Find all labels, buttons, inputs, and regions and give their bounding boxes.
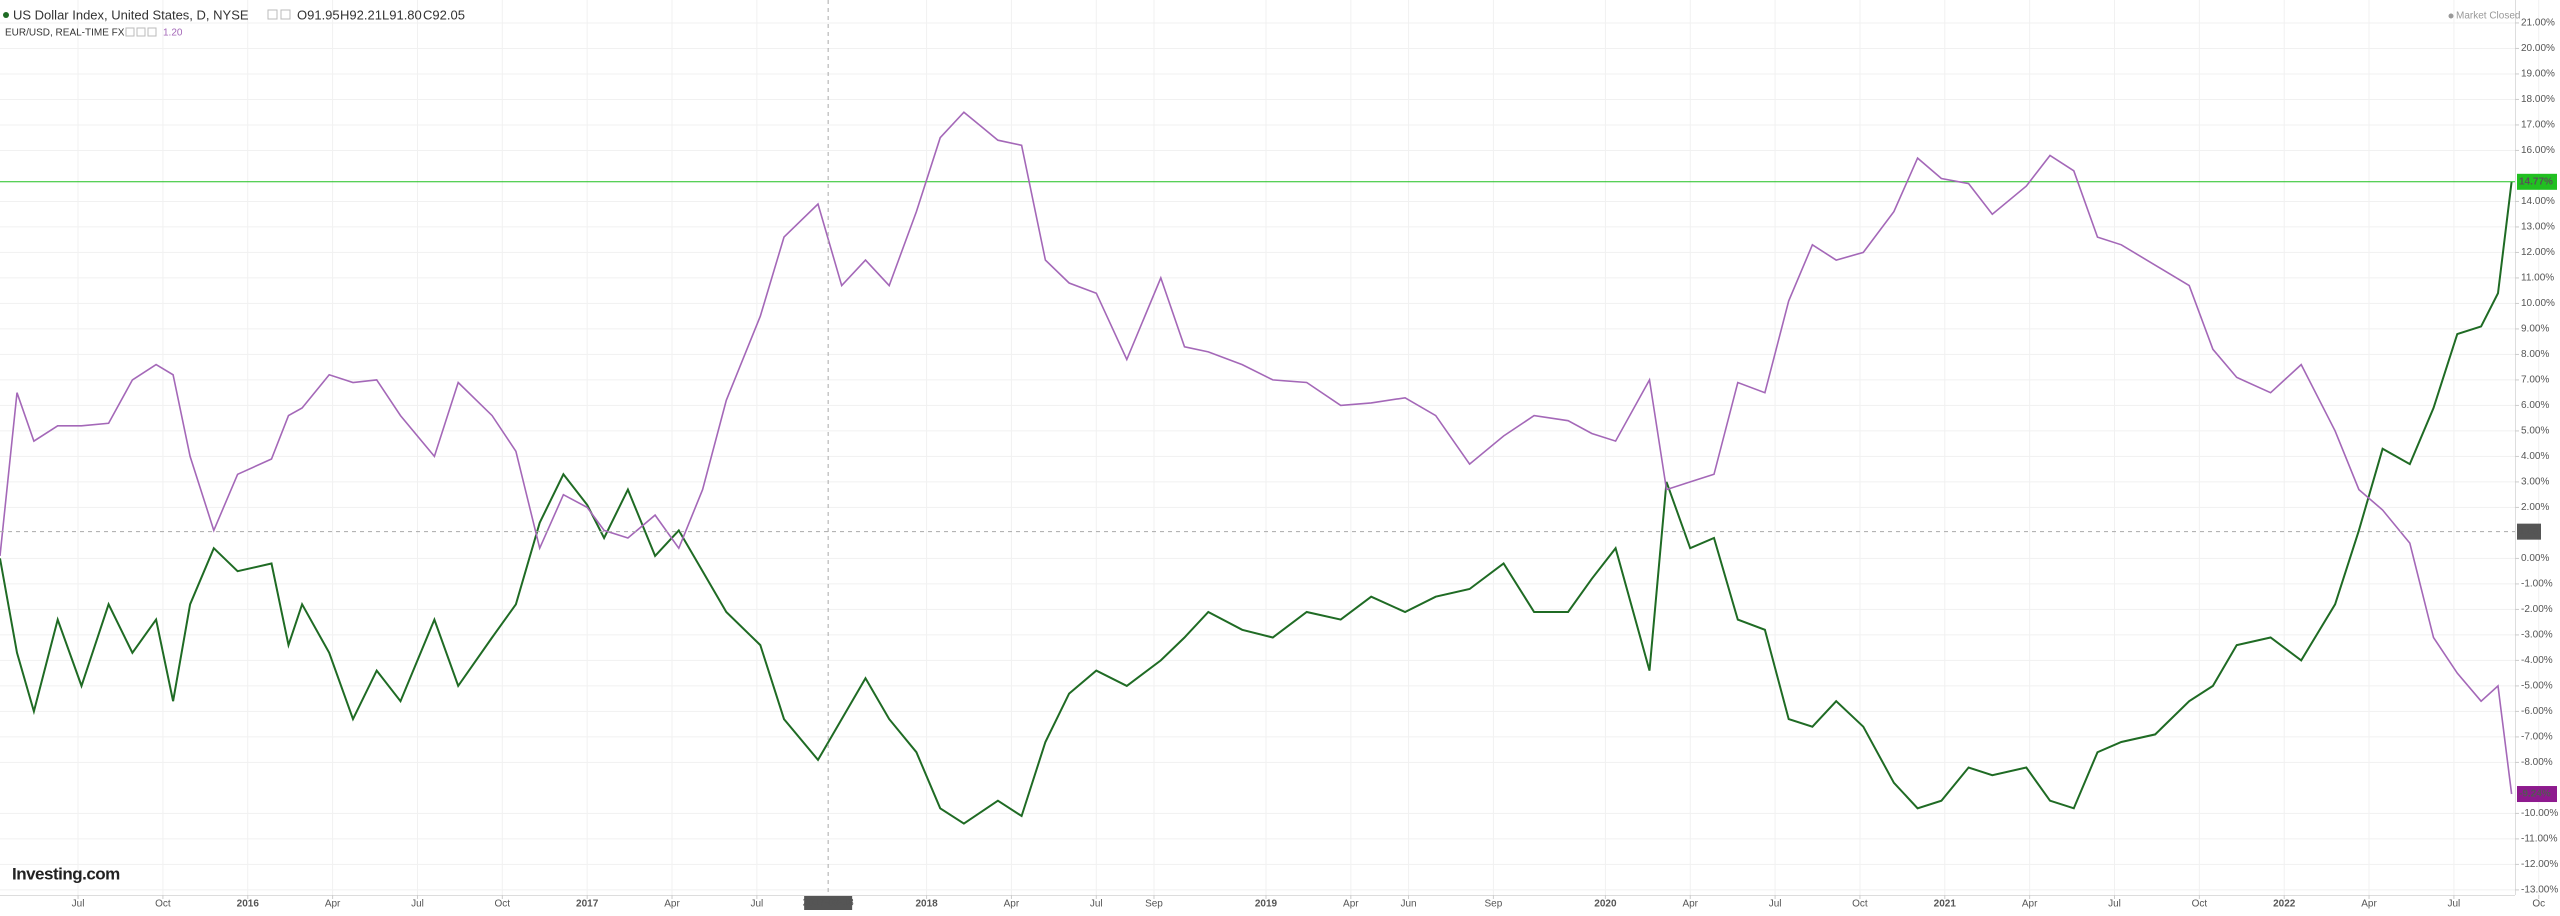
- legend-label: US Dollar Index, United States, D, NYSE: [13, 7, 249, 22]
- ohlc-low: L91.80: [382, 7, 422, 22]
- y-tick-label: -5.00%: [2521, 681, 2553, 692]
- x-tick-label: 2016: [237, 899, 260, 910]
- x-tick-label: 2019: [1255, 899, 1278, 910]
- y-tick-label: 17.00%: [2521, 120, 2555, 131]
- y-tick-label: 16.00%: [2521, 145, 2555, 156]
- y-tick-label: 5.00%: [2521, 426, 2549, 437]
- ohlc-high: H92.21: [340, 7, 382, 22]
- x-tick-label: Jul: [1769, 899, 1782, 910]
- plot: [0, 111, 2515, 825]
- x-tick-label: Jul: [411, 899, 424, 910]
- y-tick-label: 3.00%: [2521, 477, 2549, 488]
- x-tick-label: Apr: [1682, 899, 1698, 910]
- x-tick-label: 2021: [1934, 899, 1957, 910]
- legend-icon[interactable]: [280, 9, 291, 20]
- y-tick-label: 0.00%: [2521, 553, 2549, 564]
- status-dot: [2448, 13, 2454, 19]
- y-axis-line: [2515, 0, 2516, 895]
- x-tick-label: Apr: [2361, 899, 2377, 910]
- legend-icon[interactable]: [125, 27, 135, 37]
- legend-dot: [3, 12, 9, 18]
- legend-icon[interactable]: [136, 27, 146, 37]
- y-tick-label: -4.00%: [2521, 655, 2553, 666]
- x-tick-label: Oct: [155, 899, 171, 910]
- y-tick-label: 14.00%: [2521, 196, 2555, 207]
- crosshair-x-label: 2017-09-18: [803, 898, 855, 909]
- y-tick-label: 11.00%: [2521, 273, 2554, 284]
- x-tick-label: Oct: [1852, 899, 1868, 910]
- x-tick-label: Jun: [1400, 899, 1416, 910]
- x-tick-label: 2018: [915, 899, 938, 910]
- crosshair-x-label-bg: [804, 896, 853, 910]
- y-tick-label: 8.00%: [2521, 349, 2549, 360]
- series-line: [0, 181, 2513, 825]
- legend-label: EUR/USD, REAL-TIME FX: [5, 28, 125, 39]
- legend-icon[interactable]: [147, 27, 157, 37]
- price-label: -9.24%: [2519, 789, 2551, 800]
- y-tick-label: -7.00%: [2521, 732, 2553, 743]
- x-tick-label: Jul: [2108, 899, 2121, 910]
- x-tick-label: Apr: [1004, 899, 1020, 910]
- watermark: Investing.com: [12, 864, 120, 883]
- y-tick-label: 20.00%: [2521, 43, 2555, 54]
- y-tick-label: 21.00%: [2521, 18, 2555, 29]
- x-tick-label: Jul: [750, 899, 763, 910]
- ohlc-close: C92.05: [423, 7, 465, 22]
- x-tick-label: Sep: [1145, 899, 1163, 910]
- x-tick-label: Jul: [2448, 899, 2461, 910]
- y-tick-label: -12.00%: [2521, 859, 2558, 870]
- x-tick-label: 2020: [1594, 899, 1617, 910]
- y-tick-label: 12.00%: [2521, 247, 2555, 258]
- y-tick-label: 9.00%: [2521, 324, 2549, 335]
- y-tick-label: -3.00%: [2521, 630, 2553, 641]
- x-tick-label: 2022: [2273, 899, 2296, 910]
- x-tick-label: Oc: [2532, 899, 2545, 910]
- y-tick-label: -13.00%: [2521, 885, 2558, 896]
- x-tick-label: Apr: [325, 899, 341, 910]
- x-tick-label: Apr: [664, 899, 680, 910]
- compare-value: 1.20: [163, 28, 183, 39]
- y-tick-label: -10.00%: [2521, 808, 2558, 819]
- y-tick-label: 2.00%: [2521, 502, 2549, 513]
- x-tick-label: Sep: [1484, 899, 1502, 910]
- price-label-bg: [2517, 786, 2557, 803]
- crosshair-y-label: 1.05: [2519, 526, 2539, 537]
- y-tick-label: -2.00%: [2521, 604, 2553, 615]
- y-tick-label: -1.00%: [2521, 579, 2553, 590]
- x-tick-label: Jul: [72, 899, 85, 910]
- grid: [0, 0, 2540, 895]
- y-tick-label: 4.00%: [2521, 451, 2549, 462]
- crosshair-y-label-bg: [2517, 523, 2541, 540]
- y-tick-label: 10.00%: [2521, 298, 2555, 309]
- x-tick-label: Apr: [1343, 899, 1359, 910]
- y-tick-label: 6.00%: [2521, 400, 2549, 411]
- y-tick-label: -8.00%: [2521, 757, 2553, 768]
- y-tick-label: 18.00%: [2521, 94, 2555, 105]
- market-status: Market Closed: [2456, 11, 2520, 22]
- x-tick-label: Oct: [495, 899, 511, 910]
- price-label-bg: [2517, 173, 2557, 190]
- y-tick-label: 13.00%: [2521, 222, 2555, 233]
- x-tick-label: Apr: [2022, 899, 2038, 910]
- y-tick-label: -6.00%: [2521, 706, 2553, 717]
- x-tick-label: Jul: [1090, 899, 1103, 910]
- y-tick-label: 19.00%: [2521, 69, 2555, 80]
- series-line: [0, 111, 2513, 795]
- legend-icon[interactable]: [267, 9, 278, 20]
- y-tick-label: -11.00%: [2521, 834, 2558, 845]
- price-label: 14.77%: [2519, 176, 2553, 187]
- x-axis-line: [0, 895, 2515, 896]
- x-tick-label: 2017: [576, 899, 599, 910]
- y-tick-label: 7.00%: [2521, 375, 2549, 386]
- legend: US Dollar Index, United States, D, NYSE …: [3, 7, 465, 39]
- ohlc-open: O91.95: [297, 7, 340, 22]
- x-tick-label: Oct: [2192, 899, 2208, 910]
